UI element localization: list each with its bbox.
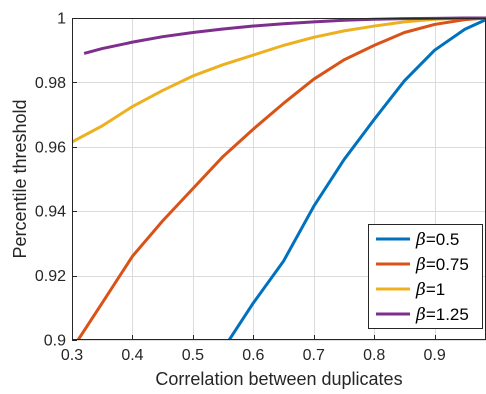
legend-value: =1	[426, 280, 445, 299]
legend-value: =0.75	[426, 255, 469, 274]
x-tick-label: 0.8	[363, 347, 385, 364]
legend-label-2: β=0.75	[415, 255, 469, 275]
legend-label-3: β=1	[415, 280, 445, 300]
legend-label-4: β=1.25	[415, 305, 469, 325]
y-axis-label: Percentile threshold	[10, 99, 30, 258]
x-tick-label: 0.7	[303, 347, 325, 364]
y-tick-label: 0.9	[44, 333, 66, 350]
x-tick-label: 0.6	[242, 347, 264, 364]
x-tick-label: 0.5	[182, 347, 204, 364]
legend-box	[368, 224, 483, 329]
legend-label-1: β=0.5	[415, 230, 459, 250]
legend-value: =0.5	[426, 230, 460, 249]
x-tick-label: 0.4	[121, 347, 143, 364]
legend-symbol: β	[415, 305, 426, 325]
x-tick-label: 0.9	[424, 347, 446, 364]
y-tick-label: 0.94	[35, 204, 66, 221]
axis-ticks: 0.3 0.4 0.5 0.6 0.7 0.8 0.9 0.9 0.92 0.94 0.96 0.98…	[35, 11, 446, 365]
legend-symbol: β	[415, 255, 426, 275]
series-line-3	[72, 16, 486, 144]
x-tick-label: 0.3	[61, 347, 83, 364]
series-line-1	[227, 18, 486, 340]
y-tick-label: 1	[57, 11, 66, 28]
legend-value: =1.25	[426, 305, 469, 324]
legend-symbol: β	[415, 280, 426, 300]
y-tick-label: 0.96	[35, 139, 66, 156]
y-tick-label: 0.98	[35, 75, 66, 92]
x-axis-label: Correlation between duplicates	[155, 369, 402, 389]
y-tick-label: 0.92	[35, 268, 66, 285]
legend: β=0.5β=0.75β=1β=1.25	[368, 224, 483, 329]
legend-symbol: β	[415, 230, 426, 250]
series-line-2	[76, 16, 486, 340]
